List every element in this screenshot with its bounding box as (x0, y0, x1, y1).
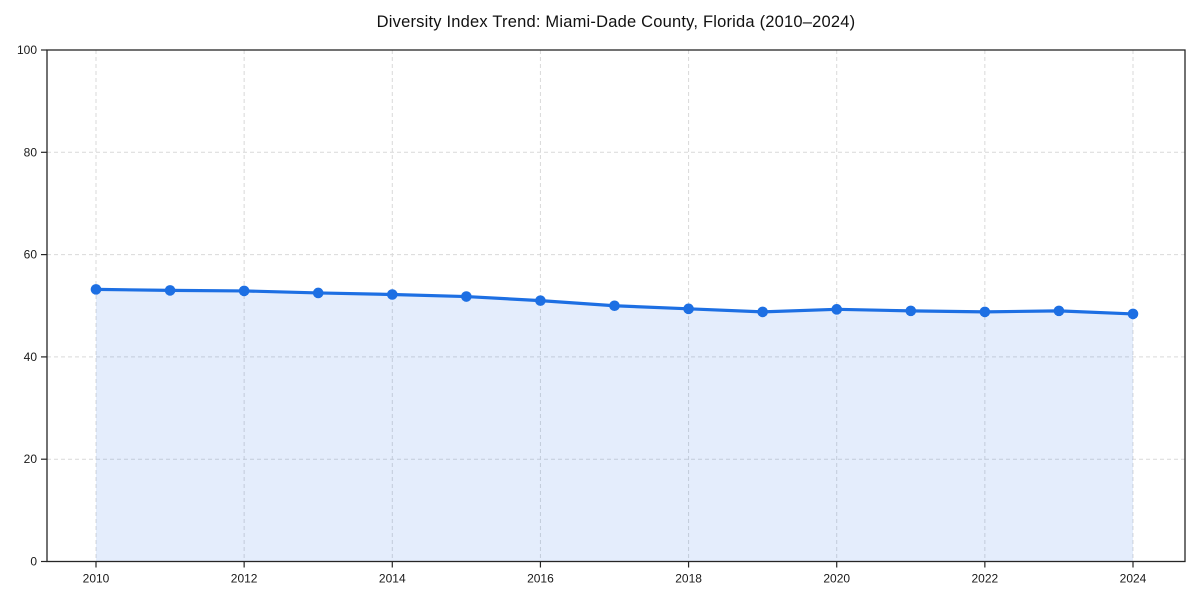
x-tick-label: 2018 (675, 572, 702, 586)
chart-title: Diversity Index Trend: Miami-Dade County… (376, 13, 856, 31)
data-point-2017 (609, 300, 620, 312)
y-tick-label: 80 (24, 145, 38, 159)
data-point-2016 (535, 295, 546, 306)
data-point-2020 (831, 304, 843, 315)
data-point-2018 (683, 303, 694, 315)
data-point-2021 (905, 305, 917, 317)
data-point-2024 (1127, 308, 1139, 320)
data-point-2022 (979, 306, 991, 318)
data-point-2013 (312, 287, 324, 299)
y-tick-label: 20 (24, 452, 38, 466)
x-tick-label: 2014 (379, 572, 406, 586)
x-tick-label: 2024 (1120, 572, 1147, 586)
data-point-2012 (238, 285, 250, 297)
data-point-2023 (1053, 305, 1065, 317)
x-tick-label: 2020 (823, 572, 850, 586)
y-tick-label: 60 (24, 248, 38, 262)
x-tick-label: 2012 (231, 572, 258, 586)
data-point-2014 (386, 289, 398, 300)
data-point-2010 (90, 284, 102, 295)
area-fill (96, 289, 1133, 562)
y-tick-label: 40 (24, 350, 38, 364)
y-tick-label: 100 (17, 43, 37, 57)
data-point-2019 (757, 306, 768, 318)
x-tick-label: 2022 (972, 572, 999, 586)
data-point-2011 (164, 285, 176, 296)
x-tick-label: 2016 (527, 572, 554, 586)
x-tick-label: 2010 (83, 572, 110, 586)
y-tick-label: 0 (30, 555, 37, 569)
data-point-2015 (461, 291, 472, 302)
axis-box (46, 49, 1186, 563)
